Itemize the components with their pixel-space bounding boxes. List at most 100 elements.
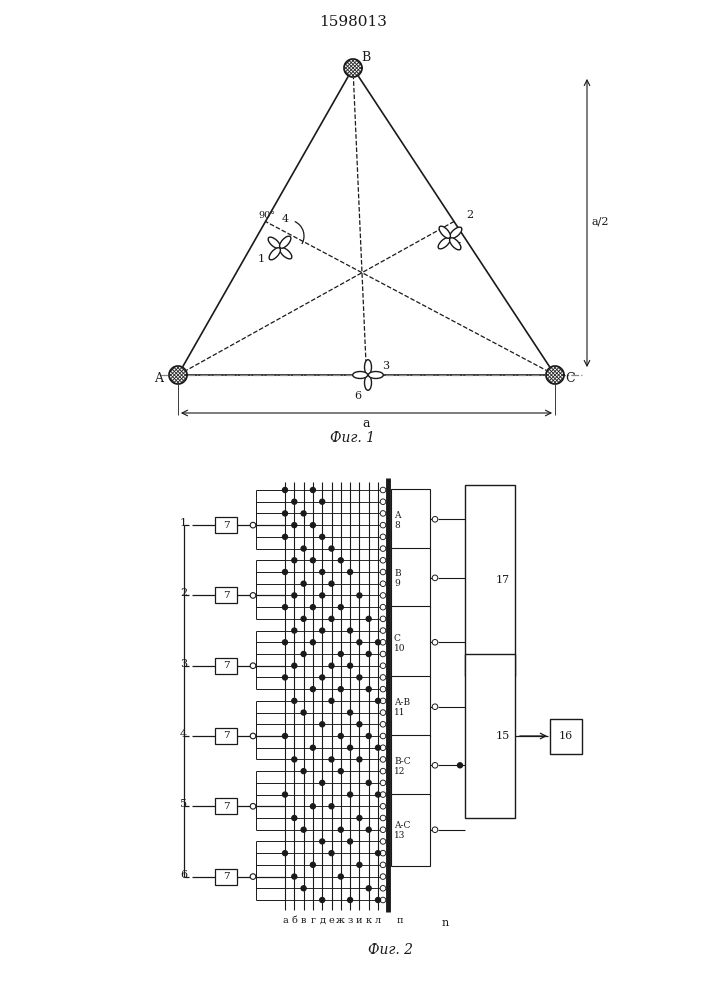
Ellipse shape [439, 226, 450, 238]
Circle shape [348, 745, 353, 750]
Circle shape [348, 898, 353, 902]
Circle shape [283, 488, 288, 492]
Circle shape [283, 640, 288, 645]
Circle shape [375, 698, 380, 703]
Circle shape [310, 605, 315, 610]
Circle shape [380, 581, 386, 587]
Circle shape [380, 768, 386, 774]
FancyBboxPatch shape [465, 485, 515, 676]
Circle shape [292, 757, 297, 762]
Text: 1598013: 1598013 [319, 15, 387, 29]
Text: A: A [394, 511, 400, 520]
Text: 6: 6 [354, 391, 361, 401]
FancyBboxPatch shape [391, 489, 430, 550]
FancyBboxPatch shape [215, 658, 237, 674]
Circle shape [348, 570, 353, 574]
Circle shape [348, 792, 353, 797]
Circle shape [375, 851, 380, 856]
Text: B: B [394, 569, 401, 578]
Circle shape [348, 710, 353, 715]
Text: 1: 1 [258, 254, 265, 264]
Circle shape [380, 639, 386, 645]
Circle shape [301, 511, 306, 516]
Circle shape [292, 628, 297, 633]
Circle shape [320, 570, 325, 574]
Circle shape [380, 839, 386, 844]
Circle shape [380, 628, 386, 633]
Circle shape [250, 874, 256, 879]
Text: 4: 4 [180, 729, 187, 739]
Circle shape [380, 757, 386, 762]
Text: д: д [319, 916, 325, 925]
Circle shape [283, 570, 288, 574]
Circle shape [380, 862, 386, 868]
Text: A: A [154, 371, 163, 384]
Text: B-C: B-C [394, 757, 411, 766]
Circle shape [366, 886, 371, 891]
Circle shape [339, 687, 344, 692]
Circle shape [375, 745, 380, 750]
Text: 1: 1 [180, 518, 187, 528]
Circle shape [432, 762, 438, 768]
Text: 7: 7 [223, 802, 229, 811]
Circle shape [380, 616, 386, 622]
FancyBboxPatch shape [391, 735, 430, 796]
Circle shape [380, 792, 386, 797]
Circle shape [292, 816, 297, 820]
Circle shape [380, 593, 386, 598]
Circle shape [339, 874, 344, 879]
Circle shape [320, 839, 325, 844]
Text: 2: 2 [180, 588, 187, 598]
Circle shape [380, 546, 386, 551]
FancyBboxPatch shape [215, 728, 237, 744]
Ellipse shape [365, 360, 371, 375]
Polygon shape [344, 59, 362, 77]
Circle shape [329, 616, 334, 621]
Polygon shape [169, 366, 187, 384]
Circle shape [283, 605, 288, 610]
Circle shape [301, 827, 306, 832]
Circle shape [310, 640, 315, 645]
Circle shape [380, 721, 386, 727]
Text: 15: 15 [496, 731, 510, 741]
Circle shape [292, 698, 297, 703]
Circle shape [357, 757, 362, 762]
Text: к: к [366, 916, 372, 925]
FancyBboxPatch shape [391, 794, 430, 866]
FancyBboxPatch shape [465, 654, 515, 818]
Circle shape [380, 745, 386, 751]
Circle shape [380, 698, 386, 704]
Circle shape [320, 898, 325, 902]
Circle shape [339, 827, 344, 832]
Circle shape [432, 827, 438, 833]
Text: 90°: 90° [258, 211, 275, 220]
Text: 7: 7 [223, 521, 229, 530]
Text: 8: 8 [394, 521, 399, 530]
Circle shape [329, 663, 334, 668]
Circle shape [380, 803, 386, 809]
Circle shape [366, 734, 371, 738]
Circle shape [348, 628, 353, 633]
Polygon shape [546, 366, 564, 384]
Circle shape [250, 593, 256, 598]
Circle shape [320, 780, 325, 785]
Circle shape [457, 763, 462, 768]
Circle shape [329, 757, 334, 762]
Text: C: C [565, 371, 575, 384]
Circle shape [301, 886, 306, 891]
Circle shape [366, 780, 371, 785]
Circle shape [357, 722, 362, 727]
Circle shape [329, 804, 334, 809]
Circle shape [301, 546, 306, 551]
Circle shape [375, 640, 380, 645]
Circle shape [375, 898, 380, 902]
Circle shape [292, 499, 297, 504]
Text: A-C: A-C [394, 821, 410, 830]
Circle shape [329, 581, 334, 586]
Circle shape [329, 851, 334, 856]
Text: 6: 6 [180, 870, 187, 880]
Text: n: n [441, 918, 449, 928]
Text: и: и [356, 916, 363, 925]
Circle shape [380, 897, 386, 903]
Ellipse shape [368, 371, 383, 378]
